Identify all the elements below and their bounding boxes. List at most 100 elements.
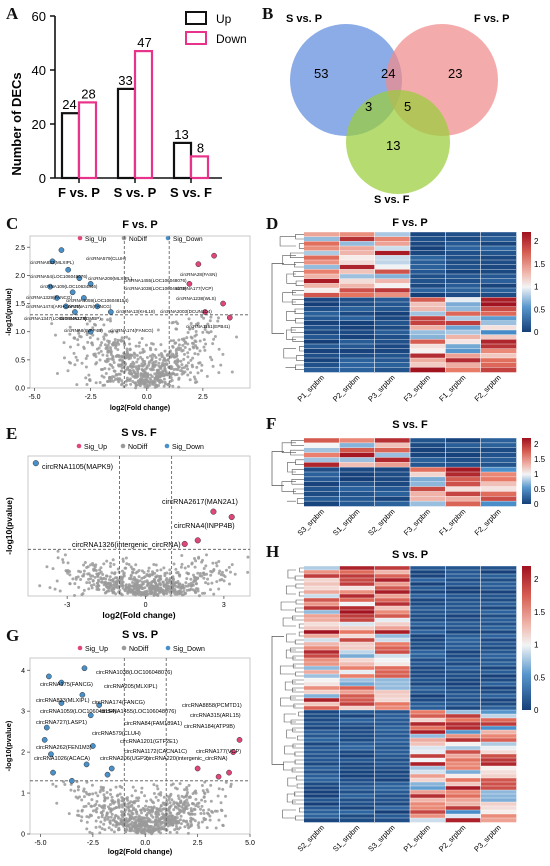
y-tick-label: 0 [39,171,46,186]
heatmap-cell [304,496,340,502]
heatmap-cell [480,594,517,599]
heatmap-cell [480,283,517,289]
heatmap-cell [374,694,411,699]
heatmap-cell [339,710,375,715]
heatmap-cell [339,330,375,335]
heatmap-cell [480,306,517,312]
point-annotation: circRNA579(CLUH) [92,731,141,737]
legend-marker [164,443,170,449]
heatmap-cell [374,447,411,453]
heatmap-cell [374,476,411,483]
heatmap-cell [304,481,340,487]
heatmap-cell [339,594,375,599]
heatmap-cell [410,618,446,623]
venn-set-label-f-vs-p: F vs. P [474,13,509,25]
heatmap-cell [304,260,340,265]
point-annotation: circRNA8(INPP4B) [64,328,103,333]
heatmap-cell [410,501,446,507]
heatmap-cell [304,501,340,507]
sig-down-point [76,275,83,282]
sig-down-point [87,712,94,719]
heatmap-cell [304,726,340,731]
heatmap-cell [374,722,411,727]
heatmap-cell [339,702,375,707]
heatmap-cell [374,311,411,317]
sig-down-point [58,679,65,686]
heatmap-cell [304,241,340,247]
heatmap-cell [374,650,411,655]
heatmap-cell [445,320,481,326]
heatmap-cell [410,330,446,335]
panel-label-a: A [6,4,19,23]
heatmap-cell [480,686,517,691]
heatmap-cell [480,702,517,707]
venn-diagram: S vs. P F vs. P S vs. F 53 24 23 3 5 13 [286,13,509,206]
heatmap-cell [339,574,375,579]
heatmap-cell [339,367,375,373]
heatmap-cell [410,264,446,270]
heatmap-cell [304,339,340,345]
heatmap-cell [304,646,340,651]
heatmap-cell [480,694,517,699]
heatmap-cell [374,742,411,747]
heatmap-cell [304,594,340,599]
heatmap-cell [339,344,375,349]
heatmap-cell [410,810,446,815]
heatmap-cell [339,698,375,703]
y-tick-label: 0.5 [15,357,25,364]
heatmap-cell [410,462,446,468]
point-annotation: circRNA227(DMBP) [60,316,101,321]
heatmap-cell [410,702,446,707]
heatmap-cell [410,706,446,711]
heatmap-cell [445,758,481,763]
heatmap-cell [339,650,375,655]
heatmap-cell [445,442,481,449]
heatmap-cell [339,722,375,727]
heatmap-cell [374,574,411,579]
heatmap-cell [339,358,375,363]
heatmap-cell [339,241,375,247]
heatmap-cell [445,738,481,743]
heatmap-cell [480,255,517,261]
colorbar-tick-label: 1 [534,641,539,650]
heatmap-cell [304,367,340,373]
heatmap-cell [374,662,411,667]
heatmap-cell [374,658,411,663]
bar-value-label: 28 [81,86,95,101]
point-annotation: circRNA1238(WLS) [176,296,217,301]
heatmap-cell [480,311,517,317]
heatmap-cell [374,706,411,711]
x-tick-label: 2.5 [198,394,208,401]
heatmap-cell [374,570,411,575]
heatmap-cell [304,630,340,635]
heatmap-cell [304,438,340,444]
heatmap-cell [480,330,517,335]
heatmap-cell [445,754,481,759]
heatmap-cell [480,570,517,575]
sig-down-point [47,283,54,290]
heatmap-cell [339,746,375,751]
heatmap-cell [339,766,375,771]
sig-up-point [226,314,233,321]
heatmap-cell [374,353,411,359]
heatmap-cell [445,586,481,591]
heatmap-cell [410,302,446,307]
colorbar-tick-label: 1.5 [534,260,546,269]
point-annotation: circRNA1201(GTF2E1) [120,739,178,745]
sig-up-point [211,252,217,259]
heatmap-cell [304,790,340,795]
heatmap-cell [339,798,375,803]
point-annotation: circRNA1105(MAPK9) [42,462,113,471]
point-annotation: circRNA13(KHL18) [116,309,156,314]
heatmap-cell [339,255,375,261]
heatmap-cell [339,362,375,368]
heatmap-cell [304,274,340,279]
heatmap-cell [445,486,481,492]
heatmap-cell [374,586,411,591]
heatmap-cell [339,447,375,453]
point-annotation: circRNA2617(MAN2A1) [162,497,238,506]
bar-value-label: 8 [197,140,204,155]
panel-label-e: E [6,424,18,443]
heatmap-cell [410,452,446,458]
legend-label-down: Down [216,32,247,46]
